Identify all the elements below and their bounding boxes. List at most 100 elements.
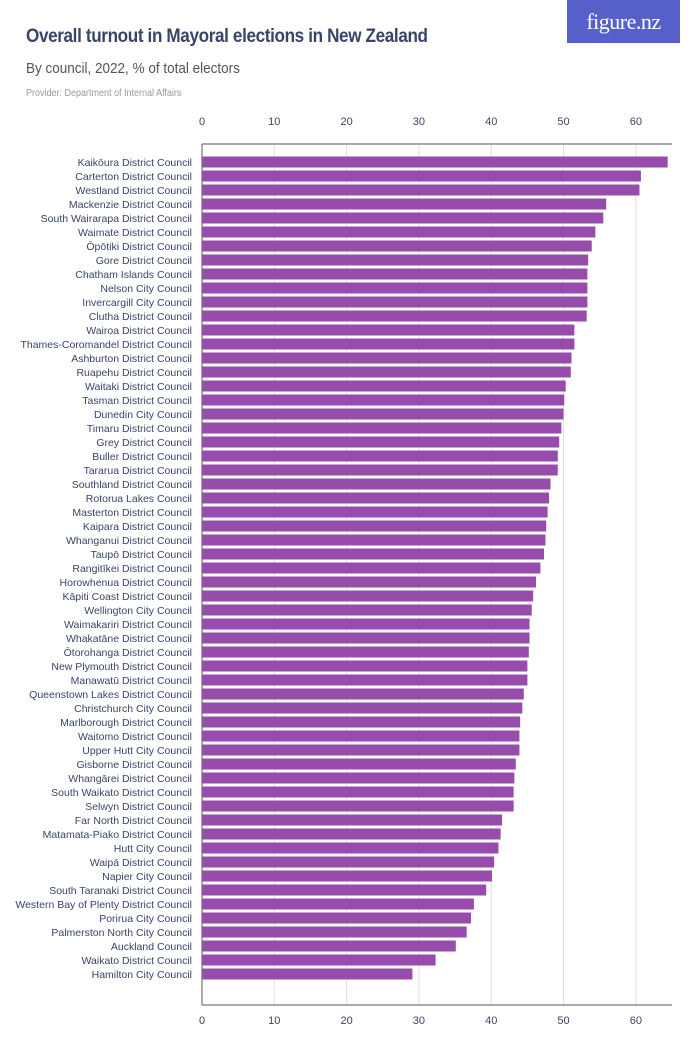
- category-label: Masterton District Council: [72, 507, 192, 519]
- bar: [202, 520, 547, 532]
- bar: [202, 324, 575, 336]
- chart-title: Overall turnout in Mayoral elections in …: [26, 26, 428, 47]
- bar: [202, 408, 564, 420]
- category-label: Waitaki District Council: [85, 381, 192, 393]
- bar: [202, 212, 604, 224]
- bar: [202, 730, 520, 742]
- category-label: Matamata-Piako District Council: [43, 829, 192, 841]
- bar: [202, 548, 545, 560]
- x-tick-label-bottom: 60: [630, 1015, 642, 1027]
- bar: [202, 436, 560, 448]
- bar: [202, 632, 530, 644]
- bar: [202, 310, 587, 322]
- bar: [202, 170, 641, 182]
- category-label: Taupō District Council: [90, 549, 192, 561]
- category-label: Clutha District Council: [89, 311, 192, 323]
- category-label: Mackenzie District Council: [69, 199, 192, 211]
- category-label: Manawatū District Council: [71, 675, 192, 687]
- category-label: Upper Hutt City Council: [82, 745, 192, 757]
- category-label: Waipā District Council: [90, 857, 192, 869]
- category-label: Rotorua Lakes Council: [86, 493, 192, 505]
- category-label: Wellington City Council: [84, 605, 192, 617]
- bar: [202, 842, 499, 854]
- bar: [202, 772, 515, 784]
- category-label: Auckland Council: [111, 941, 192, 953]
- bar: [202, 464, 558, 476]
- bar: [202, 352, 572, 364]
- category-label: Western Bay of Plenty District Council: [15, 899, 192, 911]
- category-label: Wairoa District Council: [86, 325, 192, 337]
- category-label: Chatham Islands Council: [75, 269, 192, 281]
- category-label: Carterton District Council: [75, 171, 192, 183]
- bar: [202, 856, 495, 868]
- category-label: Waikato District Council: [82, 955, 192, 967]
- category-label: Waimakariri District Council: [64, 619, 192, 631]
- category-label: Selwyn District Council: [85, 801, 192, 813]
- category-label: Hamilton City Council: [92, 969, 192, 981]
- x-tick-label-top: 40: [485, 116, 497, 128]
- x-tick-label-top: 0: [199, 116, 205, 128]
- category-label: Far North District Council: [75, 815, 192, 827]
- bar: [202, 590, 534, 602]
- category-label: Kāpiti Coast District Council: [62, 591, 192, 603]
- category-label: Marlborough District Council: [60, 717, 192, 729]
- category-label: Hutt City Council: [114, 843, 192, 855]
- category-label: Kaipara District Council: [83, 521, 192, 533]
- bar: [202, 618, 530, 630]
- bar: [202, 184, 640, 196]
- category-label: Gisborne District Council: [76, 759, 192, 771]
- bar: [202, 702, 523, 714]
- x-tick-label-top: 30: [413, 116, 425, 128]
- bar: [202, 954, 436, 966]
- bar: [202, 884, 487, 896]
- category-label: Tararua District Council: [83, 465, 192, 477]
- bar: [202, 366, 571, 378]
- bar: [202, 786, 514, 798]
- category-label: Christchurch City Council: [74, 703, 192, 715]
- category-label: Gore District Council: [96, 255, 192, 267]
- category-label: Waitomo District Council: [78, 731, 192, 743]
- bar: [202, 814, 503, 826]
- bar: [202, 870, 492, 882]
- bar: [202, 240, 592, 252]
- category-label: Whanganui District Council: [66, 535, 192, 547]
- bar: [202, 394, 565, 406]
- category-label: Napier City Council: [102, 871, 192, 883]
- x-tick-label-bottom: 10: [268, 1015, 280, 1027]
- bar: [202, 660, 528, 672]
- bar: [202, 282, 588, 294]
- category-label: Southland District Council: [72, 479, 192, 491]
- bar: [202, 604, 532, 616]
- x-tick-label-bottom: 30: [413, 1015, 425, 1027]
- bar: [202, 688, 524, 700]
- category-label: Grey District Council: [96, 437, 192, 449]
- category-label: South Waikato District Council: [51, 787, 192, 799]
- bar: [202, 492, 550, 504]
- category-label: Ruapehu District Council: [76, 367, 192, 379]
- category-label: South Taranaki District Council: [49, 885, 192, 897]
- category-label: Westland District Council: [75, 185, 192, 197]
- category-label: Dunedin City Council: [94, 409, 192, 421]
- x-tick-label-bottom: 50: [557, 1015, 569, 1027]
- bar: [202, 968, 413, 980]
- bar: [202, 450, 558, 462]
- x-tick-label-bottom: 0: [199, 1015, 205, 1027]
- category-label: Palmerston North City Council: [51, 927, 192, 939]
- bar: [202, 380, 566, 392]
- category-label: Invercargill City Council: [82, 297, 192, 309]
- bar: [202, 646, 529, 658]
- bar: [202, 926, 467, 938]
- bar: [202, 940, 456, 952]
- category-label: Queenstown Lakes District Council: [29, 689, 192, 701]
- bar: [202, 198, 607, 210]
- category-label: Nelson City Council: [100, 283, 192, 295]
- x-tick-label-bottom: 40: [485, 1015, 497, 1027]
- bar: [202, 422, 562, 434]
- bar: [202, 268, 588, 280]
- chart-subtitle: By council, 2022, % of total electors: [26, 60, 240, 77]
- x-tick-label-top: 10: [268, 116, 280, 128]
- category-label: Timaru District Council: [87, 423, 192, 435]
- category-label: Ōpōtiki District Council: [86, 241, 192, 253]
- bar: [202, 226, 596, 238]
